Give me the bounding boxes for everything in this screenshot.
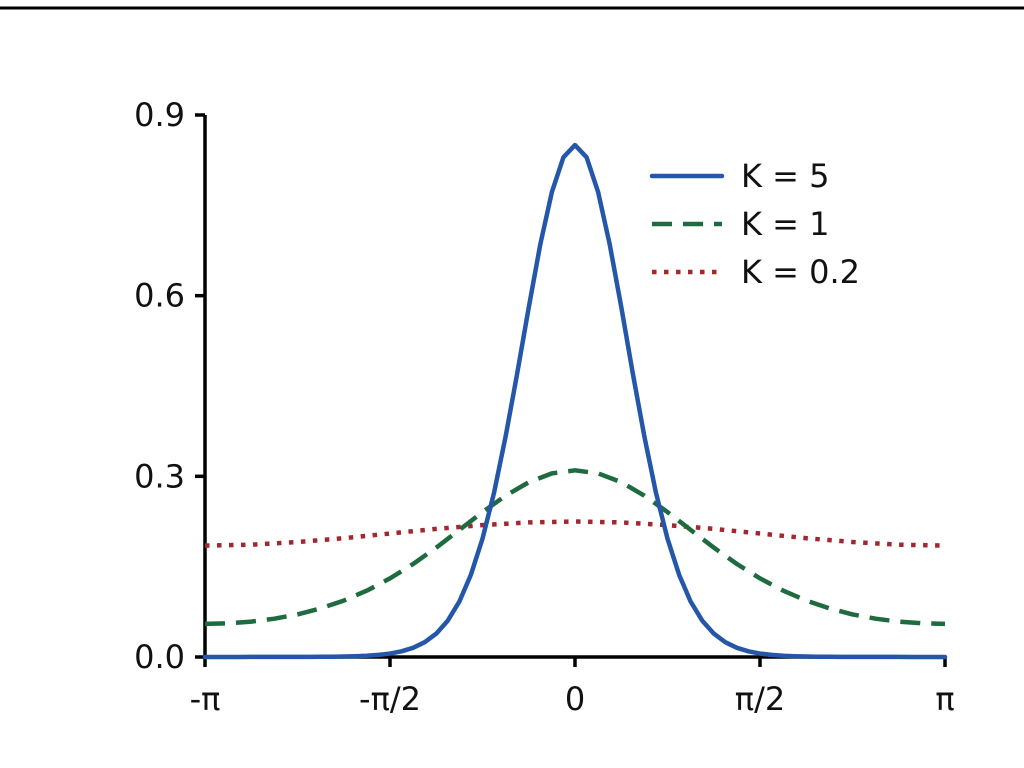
curve-k0.2 xyxy=(204,519,946,548)
y-tick-label: 0.0 xyxy=(134,638,185,676)
legend-label: K = 1 xyxy=(741,205,830,243)
curve-k1 xyxy=(204,468,946,627)
x-tick-label: -π xyxy=(190,680,221,718)
curve-k5 xyxy=(202,142,948,660)
legend-label: K = 0.2 xyxy=(741,253,860,291)
x-tick-label: -π/2 xyxy=(359,680,421,718)
y-tick-label: 0.9 xyxy=(134,96,185,134)
x-tick-label: π xyxy=(935,680,954,718)
y-tick-label: 0.3 xyxy=(134,457,185,495)
x-tick-label: π/2 xyxy=(735,680,785,718)
y-tick-label: 0.6 xyxy=(134,277,185,315)
legend-label: K = 5 xyxy=(741,157,830,195)
x-tick-label: 0 xyxy=(565,680,585,718)
